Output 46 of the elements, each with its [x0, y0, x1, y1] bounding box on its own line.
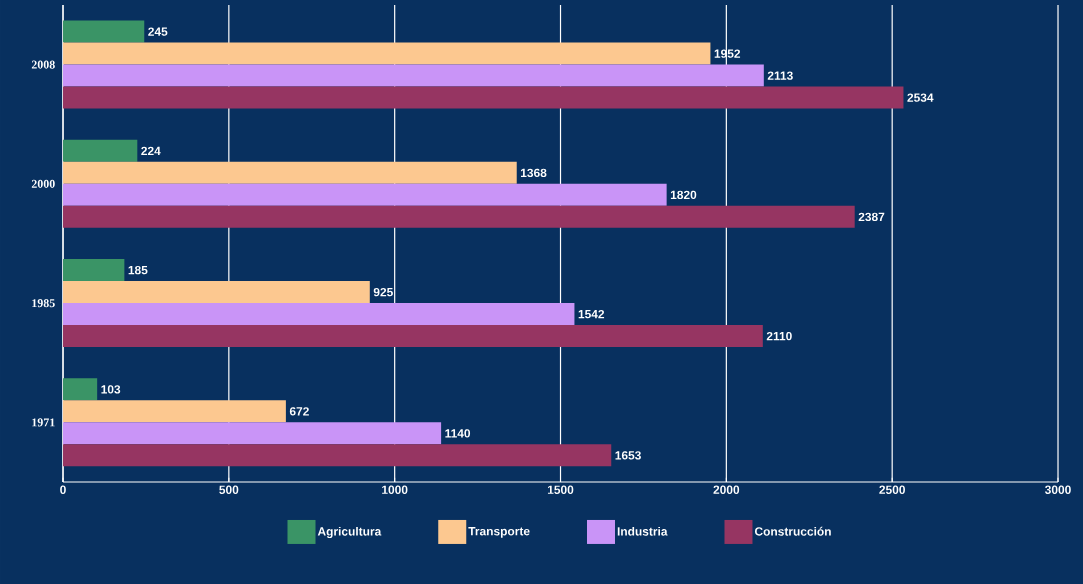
x-tick-label: 1000: [382, 485, 408, 494]
data-label: 103: [101, 385, 121, 394]
x-tick-label: 1500: [547, 485, 574, 494]
bar: [63, 444, 612, 467]
data-label: 224: [141, 146, 161, 156]
bar: [63, 20, 145, 43]
bar: [63, 139, 138, 162]
legend-label: Agricultura: [317, 526, 382, 539]
bar: [63, 378, 98, 401]
legend-label: Construcción: [754, 526, 831, 536]
data-label: 672: [289, 407, 309, 416]
bar: [63, 86, 904, 109]
bar: [63, 259, 125, 282]
data-label: 2110: [766, 331, 792, 341]
data-label: 1653: [615, 451, 641, 460]
data-label: 1140: [445, 429, 471, 438]
y-tick-label: 2000: [31, 179, 55, 188]
bar: [63, 42, 711, 65]
data-label: 185: [128, 265, 148, 275]
bar: [63, 281, 370, 304]
data-label: 2387: [858, 212, 885, 222]
y-tick-label: 1985: [32, 299, 55, 308]
x-tick-label: 2500: [879, 485, 905, 494]
x-tick-label: 2000: [713, 485, 740, 494]
data-label: 1542: [578, 309, 605, 319]
bar: [63, 183, 667, 206]
data-label: 1820: [670, 190, 697, 200]
bar: [63, 161, 517, 184]
data-label: 925: [373, 287, 393, 297]
x-tick-label: 500: [219, 485, 239, 494]
bar: [63, 325, 763, 348]
bar: [63, 400, 286, 423]
x-tick-label: 3000: [1045, 485, 1071, 494]
bar: [63, 64, 764, 87]
x-tick-label: 0: [60, 485, 66, 494]
data-label: 245: [148, 27, 168, 36]
data-label: 2534: [907, 93, 934, 102]
legend-label: Industria: [617, 526, 668, 536]
bar: [63, 422, 442, 445]
data-label: 2113: [767, 71, 793, 80]
bar: [63, 303, 575, 326]
bar: [63, 205, 855, 228]
y-tick-label: 1971: [32, 418, 55, 427]
data-label: 1368: [521, 168, 547, 178]
legend-label: Transporte: [468, 527, 530, 538]
y-tick-label: 2008: [31, 60, 55, 69]
